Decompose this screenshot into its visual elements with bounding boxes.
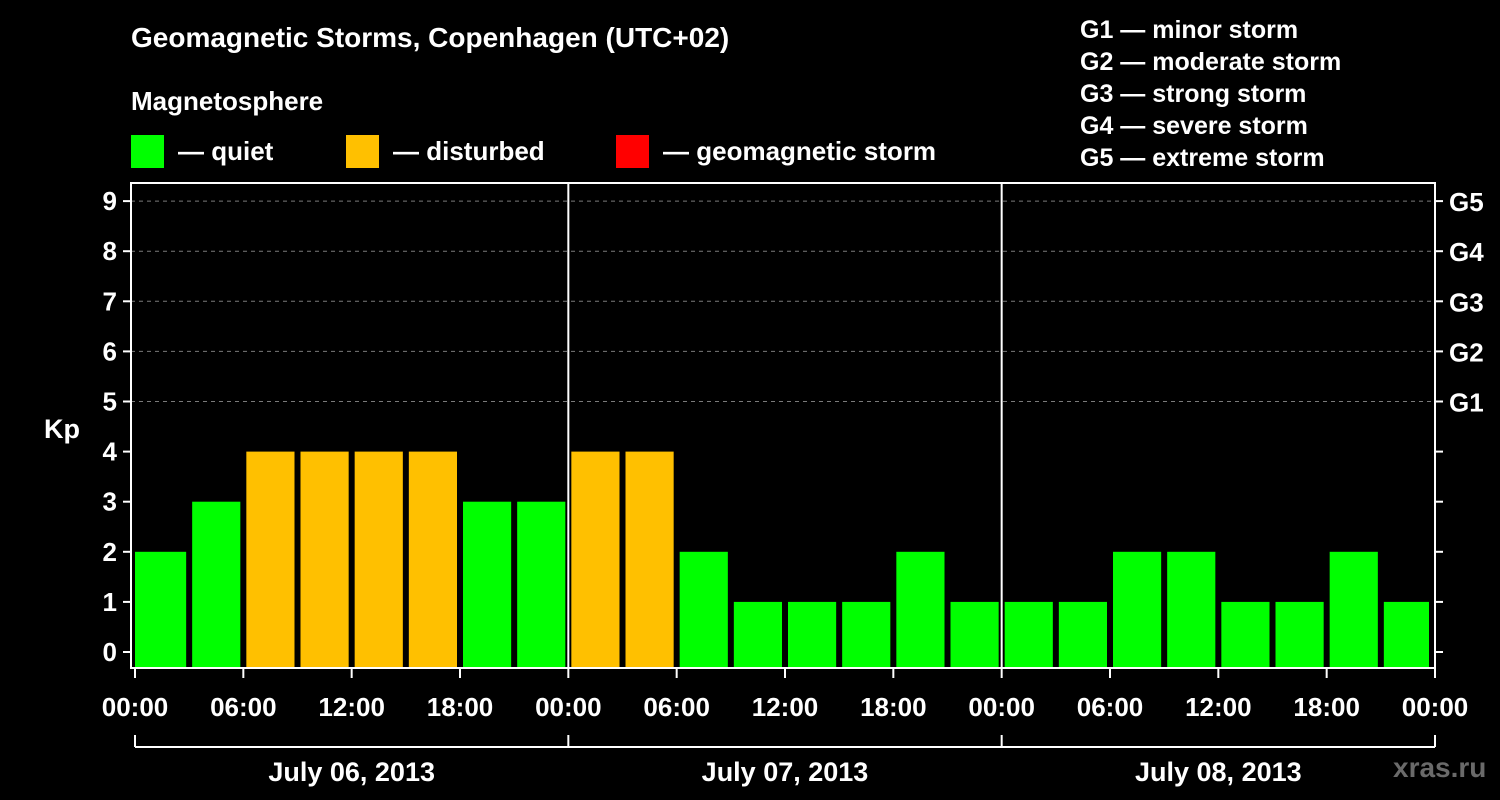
y-tick-label: 9 (103, 186, 117, 216)
storm-level-list: G1 — minor storm G2 — moderate storm G3 … (1080, 14, 1341, 174)
x-tick-label: 06:00 (1077, 692, 1144, 722)
date-label: July 08, 2013 (1135, 757, 1302, 787)
storm-level-axis-label: G2 (1449, 337, 1484, 367)
watermark: xras.ru (1393, 752, 1487, 783)
y-tick-label: 2 (103, 537, 117, 567)
kp-bar (733, 601, 782, 668)
y-tick-label: 8 (103, 236, 117, 266)
kp-bar (135, 551, 187, 668)
y-tick-label: 0 (103, 637, 117, 667)
x-tick-label: 18:00 (427, 692, 494, 722)
x-tick-label: 00:00 (102, 692, 169, 722)
date-label: July 07, 2013 (702, 757, 869, 787)
storm-level-g3: G3 — strong storm (1080, 80, 1307, 108)
x-tick-label: 12:00 (318, 692, 385, 722)
kp-bar (1004, 601, 1053, 668)
legend-label-storm: — geomagnetic storm (663, 135, 937, 166)
legend-swatch-disturbed (346, 134, 379, 168)
storm-level-g2: G2 — moderate storm (1080, 48, 1342, 76)
kp-bar (354, 451, 403, 668)
storm-level-axis-label: G5 (1449, 187, 1484, 217)
kp-bar (1167, 551, 1216, 668)
kp-bar (300, 451, 349, 668)
legend-swatch-quiet (131, 134, 164, 168)
kp-bar (463, 501, 512, 668)
storm-level-axis-label: G4 (1449, 237, 1484, 267)
kp-bar (1383, 601, 1429, 668)
y-axis-title: Kp (44, 414, 80, 444)
kp-bar (788, 601, 837, 668)
chart-title: Geomagnetic Storms, Copenhagen (UTC+02) (131, 22, 730, 53)
x-tick-label: 06:00 (643, 692, 710, 722)
kp-bar (192, 501, 241, 668)
x-tick-label: 00:00 (968, 692, 1035, 722)
kp-bar (896, 551, 945, 668)
x-tick-label: 18:00 (1293, 692, 1360, 722)
x-tick-label: 06:00 (210, 692, 277, 722)
storm-level-axis-label: G3 (1449, 287, 1484, 317)
chart-subtitle: Magnetosphere (131, 86, 324, 116)
kp-bar (517, 501, 566, 668)
y-tick-label: 7 (103, 286, 117, 316)
kp-bar (246, 451, 295, 668)
legend-label-disturbed: — disturbed (393, 135, 545, 166)
storm-level-g1: G1 — minor storm (1080, 16, 1299, 44)
plot-frame (130, 182, 1436, 669)
x-tick-label: 00:00 (1402, 692, 1469, 722)
kp-bar (571, 451, 620, 668)
kp-bar (1113, 551, 1162, 668)
kp-bar (1058, 601, 1107, 668)
x-tick-label: 12:00 (1185, 692, 1252, 722)
y-tick-label: 5 (103, 387, 117, 417)
kp-bar (408, 451, 457, 668)
kp-bar (1329, 551, 1378, 668)
y-tick-label: 3 (103, 487, 117, 517)
kp-bar (1221, 601, 1270, 668)
x-tick-label: 12:00 (752, 692, 819, 722)
storm-level-g5: G5 — extreme storm (1080, 144, 1325, 172)
y-tick-label: 6 (103, 336, 117, 366)
legend-disturbed: — disturbed (346, 134, 545, 168)
x-tick-label: 00:00 (535, 692, 602, 722)
kp-bar (1275, 601, 1324, 668)
x-tick-label: 18:00 (860, 692, 927, 722)
y-tick-label: 1 (103, 587, 117, 617)
storm-level-axis-label: G1 (1449, 388, 1484, 418)
kp-bar (679, 551, 728, 668)
legend-label-quiet: — quiet (178, 135, 274, 166)
kp-bar (950, 601, 999, 668)
storm-level-g4: G4 — severe storm (1080, 112, 1308, 140)
legend-swatch-storm (616, 134, 649, 168)
y-tick-label: 4 (103, 437, 118, 467)
legend-quiet: — quiet (131, 134, 273, 168)
kp-bar (842, 601, 891, 668)
kp-bar (625, 451, 674, 668)
legend-storm: — geomagnetic storm (616, 134, 936, 168)
date-label: July 06, 2013 (268, 757, 435, 787)
